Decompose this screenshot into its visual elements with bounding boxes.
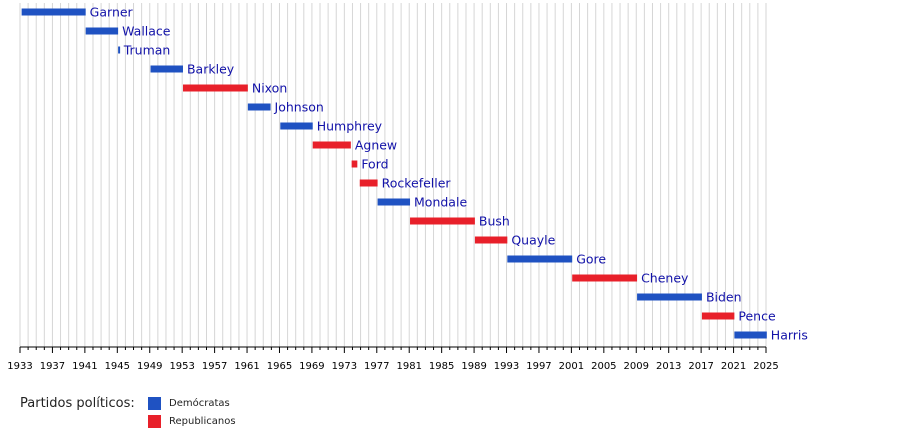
bar-label-cheney: Cheney [641, 271, 689, 286]
bar-label-biden: Biden [706, 290, 742, 305]
bar-harris [734, 331, 767, 339]
bar-gore [507, 255, 573, 263]
x-tick-label-2017: 2017 [688, 361, 713, 372]
x-tick-label-2021: 2021 [721, 361, 746, 372]
x-tick-label-1953: 1953 [169, 361, 194, 372]
timeline-bars [21, 8, 767, 339]
bar-rockefeller [359, 179, 378, 187]
bar-garner [21, 8, 86, 16]
x-tick-label-1965: 1965 [267, 361, 292, 372]
bar-label-quayle: Quayle [511, 233, 555, 248]
grid-lines [19, 3, 767, 347]
bar-johnson [247, 103, 271, 111]
bar-biden [637, 293, 702, 301]
bar-labels: Garner Wallace Truman Barkley Nixon Johnson Hu… [90, 5, 808, 343]
bar-label-pence: Pence [738, 309, 776, 324]
x-tick-label-1989: 1989 [461, 361, 486, 372]
x-tick-label-1957: 1957 [202, 361, 227, 372]
x-tick-label-1973: 1973 [332, 361, 357, 372]
legend-label-dem: Demócratas [169, 398, 230, 409]
bar-ford [351, 160, 358, 168]
x-tick-label-1969: 1969 [299, 361, 324, 372]
bar-agnew [312, 141, 351, 149]
bar-cheney [572, 274, 638, 282]
x-tick-label-1949: 1949 [137, 361, 162, 372]
legend-label-rep: Republicanos [169, 416, 236, 427]
x-tick-label-1981: 1981 [396, 361, 421, 372]
bar-label-agnew: Agnew [355, 138, 397, 153]
legend-item-dem: Demócratas [148, 397, 230, 410]
x-tick-label-1937: 1937 [40, 361, 65, 372]
vice-president-timeline-chart: Garner Wallace Truman Barkley Nixon Johnson Hu… [7, 3, 808, 372]
legend-item-rep: Republicanos [148, 415, 236, 428]
bar-label-johnson: Johnson [274, 100, 324, 115]
bar-label-ford: Ford [361, 157, 388, 172]
x-tick-label-1945: 1945 [105, 361, 130, 372]
bar-quayle [474, 236, 508, 244]
x-tick-label-1941: 1941 [72, 361, 97, 372]
x-tick-label-1977: 1977 [364, 361, 389, 372]
x-tick-label-2009: 2009 [624, 361, 649, 372]
bar-label-bush: Bush [479, 214, 510, 229]
bar-wallace [85, 27, 119, 35]
bar-label-truman: Truman [123, 43, 171, 58]
x-tick-label-2005: 2005 [591, 361, 616, 372]
bar-pence [701, 312, 735, 320]
bar-label-barkley: Barkley [187, 62, 235, 77]
bar-label-rockefeller: Rockefeller [382, 176, 452, 191]
x-tick-label-1933: 1933 [7, 361, 32, 372]
bar-label-humphrey: Humphrey [317, 119, 383, 134]
bar-label-mondale: Mondale [414, 195, 467, 210]
x-tick-label-1985: 1985 [429, 361, 454, 372]
bar-nixon [182, 84, 248, 92]
bar-label-wallace: Wallace [122, 24, 171, 39]
bar-humphrey [280, 122, 313, 130]
x-tick-label-1993: 1993 [494, 361, 519, 372]
bar-mondale [377, 198, 411, 206]
bar-label-garner: Garner [90, 5, 134, 20]
bar-bush [410, 217, 475, 225]
legend-swatch-rep [148, 415, 161, 428]
x-tick-label-2013: 2013 [656, 361, 681, 372]
x-tick-label-1961: 1961 [234, 361, 259, 372]
bar-truman [118, 46, 121, 54]
x-tick-label-1997: 1997 [526, 361, 551, 372]
bar-label-gore: Gore [576, 252, 606, 267]
x-axis: 1933 1937 1941 1945 1949 1953 1957 1961 1965 1969… [7, 346, 779, 372]
x-tick-label-2025: 2025 [753, 361, 778, 372]
legend-title: Partidos políticos: [20, 396, 135, 411]
bar-label-harris: Harris [771, 328, 808, 343]
bar-barkley [150, 65, 183, 73]
x-tick-label-2001: 2001 [559, 361, 584, 372]
bar-label-nixon: Nixon [252, 81, 287, 96]
legend-swatch-dem [148, 397, 161, 410]
